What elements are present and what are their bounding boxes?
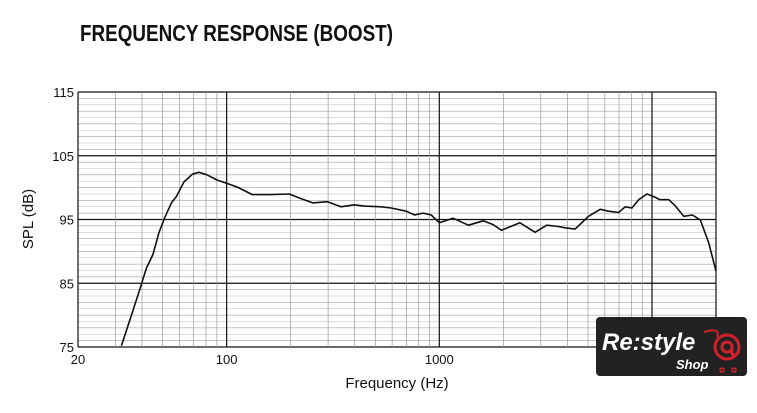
x-axis-label: Frequency (Hz) <box>345 375 448 392</box>
y-axis-label: SPL (dB) <box>20 189 37 249</box>
grid <box>77 91 717 348</box>
y-tick-label: 85 <box>60 276 74 291</box>
at-cart-icon <box>703 329 741 373</box>
tick-labels: 75 85 95 105 115 20 100 1000 <box>52 85 453 367</box>
y-tick-label: 105 <box>52 149 74 164</box>
logo-graphic: Re:style Shop <box>602 329 741 373</box>
logo-main-text: Re:style <box>602 329 695 356</box>
x-tick-label: 1000 <box>425 352 454 367</box>
chart-title: FREQUENCY RESPONSE (BOOST) <box>80 20 393 46</box>
logo-sub-text: Shop <box>676 357 709 372</box>
x-tick-label: 20 <box>71 352 85 367</box>
y-tick-label: 115 <box>53 85 74 100</box>
restyle-shop-logo: Re:style Shop <box>596 317 747 376</box>
x-tick-label: 100 <box>216 352 238 367</box>
series-line <box>120 171 717 346</box>
y-tick-label: 95 <box>60 213 74 228</box>
y-tick-label: 75 <box>60 340 74 355</box>
